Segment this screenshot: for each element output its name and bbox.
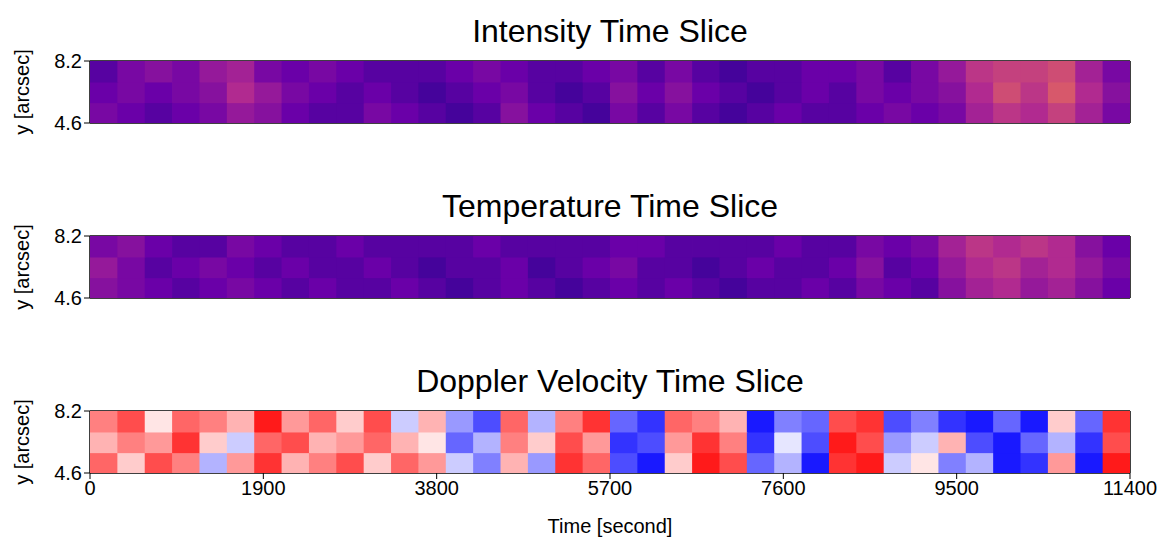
html-text:Intensity Time Slice: Intensity Time Slice [472, 13, 748, 49]
svg-text:5700: 5700 [588, 477, 633, 499]
svg-text:Time [second]: Time [second] [548, 515, 673, 537]
html-text:Doppler Velocity Time Slice: Doppler Velocity Time Slice [416, 363, 804, 399]
html-text:y [arcsec]: y [arcsec] [11, 399, 33, 485]
svg-text:8.2: 8.2 [54, 50, 82, 72]
svg-text:8.2: 8.2 [54, 225, 82, 247]
svg-text:4.6: 4.6 [54, 287, 82, 309]
html-text:Temperature Time Slice: Temperature Time Slice [441, 188, 779, 224]
svg-text:0: 0 [84, 477, 95, 499]
svg-text:1900: 1900 [241, 477, 286, 499]
html-text:y [arcsec]: y [arcsec] [11, 224, 33, 310]
svg-text:4.6: 4.6 [54, 112, 82, 134]
svg-text:3800: 3800 [414, 477, 459, 499]
svg-text:9500: 9500 [934, 477, 979, 499]
html-text:y [arcsec]: y [arcsec] [11, 49, 33, 135]
svg-text:11400: 11400 [1103, 477, 1157, 499]
svg-text:7600: 7600 [761, 477, 806, 499]
svg-text:4.6: 4.6 [54, 462, 82, 484]
svg-text:8.2: 8.2 [54, 400, 82, 422]
